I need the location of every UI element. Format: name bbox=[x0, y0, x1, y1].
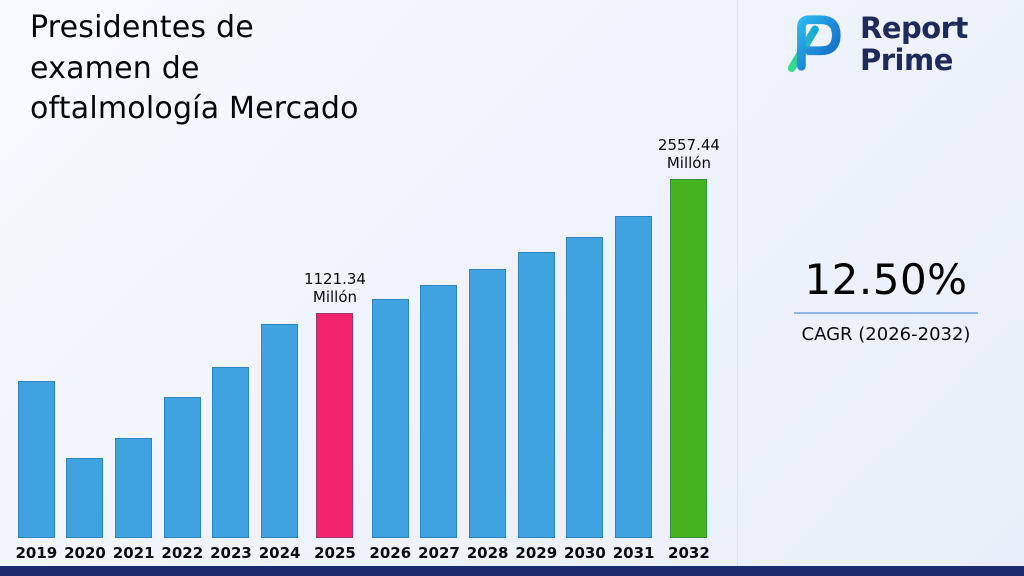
bar-column-2027: 2027 bbox=[415, 285, 464, 562]
bar-2027 bbox=[420, 285, 458, 538]
logo-word-prime: Prime bbox=[860, 43, 953, 77]
bar-2025 bbox=[316, 313, 354, 538]
page-title: Presidentes de examen de oftalmología Me… bbox=[30, 8, 359, 130]
x-axis-label-2019: 2019 bbox=[15, 544, 58, 562]
x-axis-label-2020: 2020 bbox=[64, 544, 106, 562]
bar-column-2028: 2028 bbox=[463, 269, 512, 562]
x-axis-label-2021: 2021 bbox=[112, 544, 155, 562]
bar-column-2024: 2024 bbox=[255, 324, 304, 562]
x-axis-label-2025: 2025 bbox=[314, 544, 356, 562]
bar-column-2023: 2023 bbox=[207, 367, 256, 562]
bar-2023 bbox=[212, 367, 250, 538]
bar-column-2020: 2020 bbox=[61, 458, 110, 562]
bar-2021 bbox=[115, 438, 153, 538]
bar-2026 bbox=[371, 299, 409, 538]
bar-value-label-2025: 1121.34 Millón bbox=[303, 269, 366, 307]
cagr-underline bbox=[794, 312, 978, 314]
report-prime-logo: Report Prime bbox=[778, 12, 968, 78]
x-axis-label-2032: 2032 bbox=[668, 544, 710, 562]
cagr-value: 12.50% bbox=[804, 255, 968, 304]
bar-2031 bbox=[615, 216, 653, 538]
x-axis-label-2023: 2023 bbox=[210, 544, 252, 562]
bar-value-label-2032: 2557.44 Millón bbox=[657, 135, 720, 173]
bar-2020 bbox=[66, 458, 104, 538]
report-prime-logo-text: Report Prime bbox=[860, 11, 968, 77]
bottom-accent-strip bbox=[0, 566, 1024, 576]
vertical-divider bbox=[737, 0, 738, 566]
bar-column-2019: 2019 bbox=[12, 381, 61, 562]
page-title-line-3: oftalmología Mercado bbox=[30, 91, 359, 126]
x-axis-label-2029: 2029 bbox=[515, 544, 558, 562]
logo-word-report: Report bbox=[860, 11, 968, 46]
bar-2032 bbox=[670, 179, 708, 538]
bar-column-2022: 2022 bbox=[158, 397, 207, 562]
bar-column-2021: 2021 bbox=[109, 438, 158, 562]
cagr-panel: 12.50% CAGR (2026-2032) bbox=[788, 255, 984, 345]
bar-2019 bbox=[17, 381, 55, 538]
bar-column-2029: 2029 bbox=[512, 252, 561, 562]
bar-chart: 2019 2020 2021 2022 2023 2024 1121.34 Millón 202… bbox=[12, 136, 720, 563]
cagr-label: CAGR (2026-2032) bbox=[801, 324, 971, 345]
x-axis-label-2031: 2031 bbox=[612, 544, 655, 562]
bar-2029 bbox=[517, 252, 555, 538]
x-axis-label-2027: 2027 bbox=[418, 544, 460, 562]
bar-column-2032: 2557.44 Millón 2032 bbox=[658, 136, 720, 563]
bar-column-2030: 2030 bbox=[561, 237, 610, 562]
bar-2030 bbox=[566, 237, 604, 538]
report-prime-logo-icon bbox=[778, 12, 850, 78]
x-axis-label-2030: 2030 bbox=[564, 544, 606, 562]
x-axis-label-2024: 2024 bbox=[258, 544, 301, 562]
x-axis-label-2022: 2022 bbox=[161, 544, 204, 562]
bar-2024 bbox=[261, 324, 299, 538]
page-title-line-1: Presidentes de bbox=[30, 10, 254, 45]
x-axis-label-2028: 2028 bbox=[466, 544, 509, 562]
bar-column-2025: 1121.34 Millón 2025 bbox=[304, 270, 366, 563]
bar-2028 bbox=[469, 269, 507, 538]
page-title-line-2: examen de bbox=[30, 50, 200, 86]
bar-2022 bbox=[163, 397, 201, 538]
x-axis-label-2026: 2026 bbox=[369, 544, 412, 562]
bar-column-2031: 2031 bbox=[609, 216, 658, 562]
bar-column-2026: 2026 bbox=[366, 299, 415, 562]
